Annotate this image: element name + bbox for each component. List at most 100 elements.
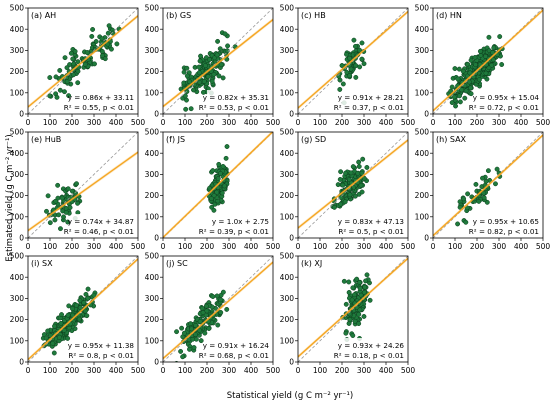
data-point — [91, 292, 97, 298]
data-point — [70, 72, 76, 78]
regression-equation: y = 0.95x + 11.38 — [68, 341, 135, 350]
data-point — [64, 79, 70, 85]
data-point — [344, 69, 350, 75]
x-tick-label: 400 — [379, 118, 394, 127]
equation-backing — [477, 90, 542, 112]
panel-frame — [432, 7, 544, 115]
x-tick-label: 400 — [109, 366, 124, 375]
data-point — [74, 181, 79, 187]
panel-plot-area — [28, 132, 138, 238]
data-point — [85, 286, 91, 292]
x-tick-label: 500 — [131, 366, 146, 375]
data-point — [340, 81, 346, 87]
data-point — [351, 292, 357, 298]
data-point — [353, 74, 359, 80]
data-point — [208, 196, 214, 202]
data-point — [343, 301, 349, 307]
x-tick-label: 100 — [313, 242, 328, 251]
data-point — [461, 196, 467, 202]
data-point — [457, 204, 463, 210]
data-point — [216, 161, 222, 167]
data-point — [200, 310, 206, 316]
data-point — [182, 93, 188, 99]
data-point — [198, 338, 204, 344]
panel-label: (h) SAX — [436, 135, 467, 144]
x-tick-label: 300 — [492, 242, 507, 251]
equation-backing — [72, 338, 137, 360]
data-point — [460, 68, 466, 74]
data-point — [352, 318, 358, 324]
data-point — [344, 51, 349, 57]
equation-backing — [477, 214, 542, 236]
x-tick-label: 500 — [536, 118, 550, 127]
data-point — [337, 177, 343, 182]
y-tick-label: 100 — [280, 336, 295, 345]
data-point — [70, 312, 76, 318]
x-tick-label: 400 — [514, 242, 529, 251]
data-point — [341, 278, 347, 284]
x-tick-label: 200 — [335, 366, 350, 375]
x-tick-label: 500 — [536, 242, 550, 251]
data-point — [339, 63, 345, 68]
x-tick-label: 400 — [514, 118, 529, 127]
x-tick-label: 0 — [161, 366, 166, 375]
x-tick-label: 200 — [335, 118, 350, 127]
data-point — [105, 41, 111, 47]
data-point — [191, 87, 196, 93]
data-point — [211, 207, 217, 213]
x-tick-label: 200 — [470, 242, 485, 251]
data-point — [352, 193, 358, 199]
data-point — [338, 169, 344, 175]
data-point — [178, 348, 184, 354]
y-tick-label: 300 — [145, 294, 160, 303]
regression-line — [298, 139, 408, 229]
data-point — [473, 181, 479, 187]
data-point — [457, 99, 463, 105]
panel-5: 00 100 100 200 200 300 300 400 400 500 500 (e) HuB y… — [10, 128, 146, 251]
data-point — [57, 68, 63, 73]
y-tick-label: 200 — [10, 67, 25, 76]
data-point — [473, 62, 478, 68]
data-point — [338, 195, 344, 200]
panel-plot-area — [28, 256, 138, 362]
panel-frame — [432, 131, 544, 239]
y-tick-label: 200 — [145, 191, 160, 200]
data-point — [215, 322, 221, 328]
x-tick-label: 200 — [65, 118, 80, 127]
data-point — [219, 190, 225, 196]
data-point — [197, 327, 202, 333]
data-point — [65, 186, 71, 192]
data-point — [188, 321, 193, 327]
data-point — [214, 52, 220, 58]
equation-backing — [207, 90, 272, 112]
data-point — [353, 43, 358, 49]
data-point — [52, 323, 57, 329]
x-tick-label: 100 — [178, 366, 193, 375]
y-tick-label: 0 — [424, 234, 429, 243]
data-point — [72, 48, 78, 54]
panel-9: 00 100 100 200 200 300 300 400 400 500 500 (i) SX y … — [10, 252, 146, 375]
regression-equation: y = 0.91x + 16.24 — [203, 341, 270, 350]
data-point — [217, 46, 223, 52]
x-tick-label: 0 — [431, 242, 436, 251]
x-tick-label: 300 — [222, 242, 237, 251]
data-point — [481, 195, 487, 201]
r-squared-label: R² = 0.53, p < 0.01 — [199, 103, 269, 112]
data-point — [462, 95, 468, 101]
x-tick-label: 100 — [43, 366, 58, 375]
y-tick-label: 400 — [10, 149, 25, 158]
x-tick-label: 400 — [244, 118, 259, 127]
panel-11: 00 100 100 200 200 300 300 400 400 500 500 (k) XJ y … — [280, 252, 416, 375]
x-tick-label: 100 — [448, 118, 463, 127]
data-point — [215, 38, 221, 44]
data-point — [222, 31, 228, 37]
y-tick-label: 500 — [10, 4, 25, 13]
regression-line — [163, 261, 273, 360]
x-tick-label: 200 — [65, 366, 80, 375]
data-point — [50, 340, 56, 346]
panel-7: 00 100 100 200 200 300 300 400 400 500 500 (g) SD y … — [280, 128, 416, 251]
y-tick-label: 400 — [280, 149, 295, 158]
r-squared-label: R² = 0.46, p < 0.01 — [64, 227, 134, 236]
data-point — [347, 192, 353, 198]
